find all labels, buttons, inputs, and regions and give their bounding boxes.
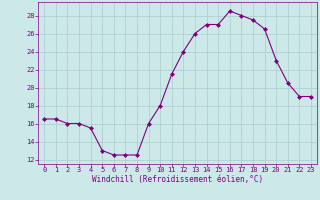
X-axis label: Windchill (Refroidissement éolien,°C): Windchill (Refroidissement éolien,°C) <box>92 175 263 184</box>
